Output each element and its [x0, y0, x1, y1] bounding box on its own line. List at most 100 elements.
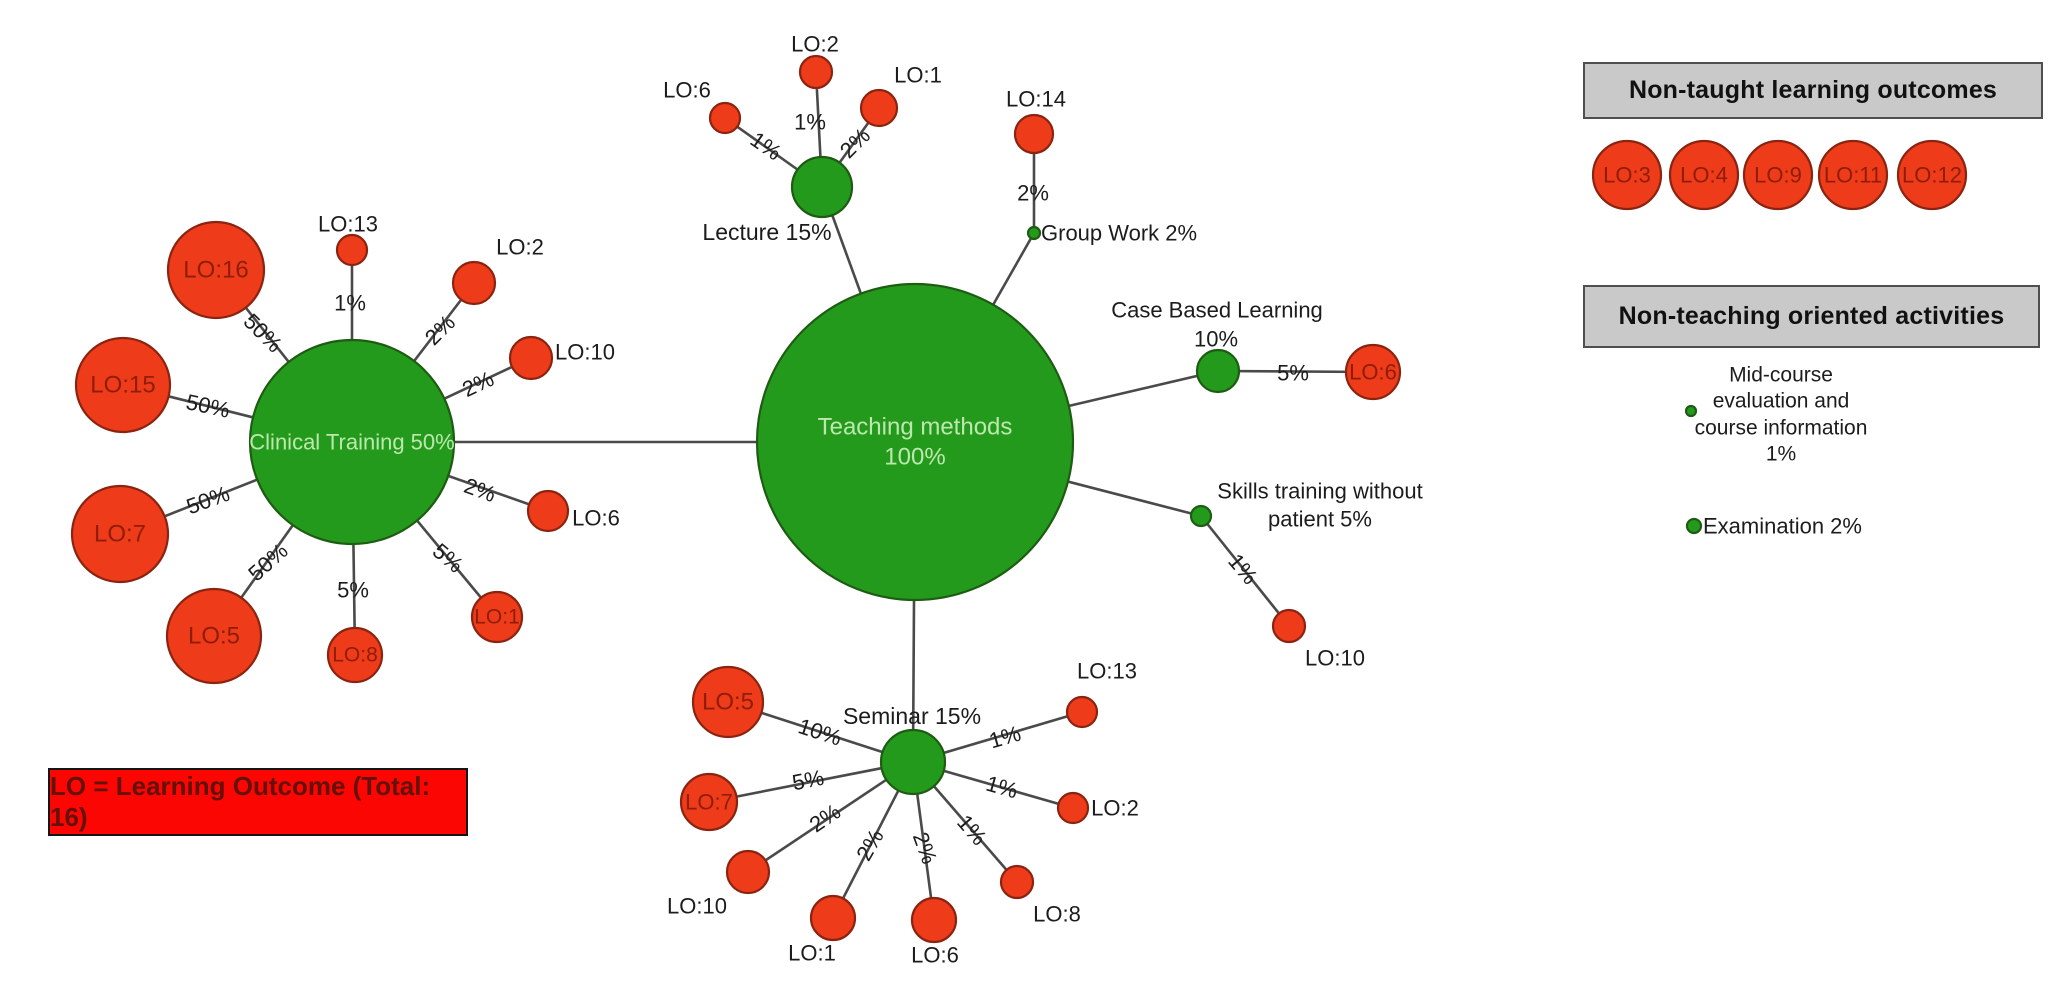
diagram-label: LO:6 — [663, 78, 711, 103]
diagram-label: 50% — [183, 481, 233, 520]
diagram-label: 1% — [1766, 443, 1796, 466]
node-label-clinical: Clinical Training 50% — [249, 430, 454, 455]
lo-node-le1 — [859, 88, 899, 128]
lo-node-c5 — [165, 587, 263, 685]
lo-node-s1 — [809, 894, 857, 942]
lo-node-p12 — [1896, 139, 1968, 211]
lo-node-c15 — [74, 336, 172, 434]
node-label-c7: LO:7 — [94, 521, 146, 548]
diagram-label: 2% — [908, 829, 942, 867]
diagram-label: LO:2 — [1091, 796, 1139, 821]
diagram-label: 1% — [1223, 549, 1263, 589]
node-label-teaching: Teaching methods — [818, 414, 1013, 441]
diagram-label: 5% — [790, 765, 826, 796]
node-label-p12: LO:12 — [1902, 163, 1962, 188]
node-label-p4: LO:4 — [1680, 163, 1728, 188]
lo-node-s5 — [691, 665, 765, 739]
lo-node-s13 — [1065, 695, 1099, 729]
diagram-label: LO:8 — [1033, 902, 1081, 927]
lo-node-p3 — [1591, 139, 1663, 211]
node-label-p3: LO:3 — [1603, 163, 1651, 188]
lo-abbreviation-note-text: LO = Learning Outcome (Total: 16) — [50, 771, 431, 832]
lo-node-c13 — [335, 233, 369, 267]
lo-node-c10 — [508, 335, 554, 381]
node-label-c15: LO:15 — [90, 372, 155, 399]
lo-node-s7 — [679, 772, 739, 832]
diagram-label: 1% — [334, 291, 366, 316]
diagram-label: 2% — [458, 366, 497, 402]
non-teaching-activities-panel-header: Non-teaching oriented activities — [1583, 285, 2040, 348]
lo-node-p9 — [1742, 139, 1814, 211]
diagram-label: 50% — [184, 389, 232, 423]
node-label-c5: LO:5 — [188, 623, 240, 650]
lo-node-c1 — [470, 590, 524, 644]
diagram-label: course information — [1695, 417, 1868, 440]
diagram-label: LO:10 — [667, 894, 727, 919]
diagram-label: 2% — [851, 825, 889, 865]
diagram-label: patient 5% — [1268, 507, 1372, 532]
lo-node-p11 — [1817, 139, 1889, 211]
lo-node-p4 — [1668, 139, 1740, 211]
diagram-label: 1% — [986, 721, 1023, 754]
diagram-label: 50% — [243, 538, 292, 586]
activity-node-clinical — [248, 338, 456, 546]
activity-node-middot — [1684, 404, 1698, 418]
node-label-p11: LO:11 — [1824, 163, 1882, 188]
diagram-label: Case Based Learning — [1111, 298, 1323, 323]
node-label-c1: LO:1 — [474, 606, 520, 629]
non-taught-outcomes-panel-header: Non-taught learning outcomes — [1583, 62, 2043, 119]
lo-abbreviation-note: LO = Learning Outcome (Total: 16) — [48, 768, 468, 836]
lo-node-le2 — [798, 54, 834, 90]
diagram-label: 2% — [835, 123, 875, 163]
node-label-s7: LO:7 — [685, 790, 733, 815]
node-label-s5: LO:5 — [702, 689, 754, 716]
activity-node-skills — [1189, 504, 1213, 528]
lo-node-g14 — [1013, 113, 1055, 155]
lo-node-s10 — [725, 849, 771, 895]
lo-node-le6 — [708, 101, 742, 135]
diagram-label: 5% — [337, 578, 369, 603]
non-taught-outcomes-title: Non-taught learning outcomes — [1628, 76, 1998, 104]
diagram-label: 1% — [983, 771, 1020, 804]
non-teaching-activities-title: Non-teaching oriented activities — [1618, 302, 2005, 330]
diagram-label: 5% — [1277, 361, 1309, 386]
diagram-label: 10% — [1194, 327, 1238, 352]
activity-node-lecture — [790, 155, 854, 219]
diagram-label: Skills training without — [1217, 479, 1422, 504]
lo-node-s6 — [910, 896, 958, 944]
lo-node-c7 — [70, 484, 170, 584]
diagram-label: 10% — [795, 713, 845, 750]
diagram-label: LO:10 — [555, 340, 615, 365]
diagram-label: 1% — [794, 110, 826, 135]
diagram-label: LO:6 — [572, 506, 620, 531]
activity-node-groupwork — [1026, 225, 1042, 241]
diagram-label: 1% — [746, 127, 786, 166]
diagram-label: LO:2 — [496, 235, 544, 260]
node-label-p9: LO:9 — [1754, 163, 1802, 188]
diagram-label: 2% — [1017, 181, 1049, 206]
node-label-c8: LO:8 — [332, 644, 378, 667]
diagram-label: Mid-course — [1729, 364, 1833, 387]
activity-node-cbl — [1195, 348, 1241, 394]
edge-seminar-s7 — [708, 760, 914, 804]
lo-node-s8 — [999, 864, 1035, 900]
node-label-cb6: LO:6 — [1349, 360, 1397, 385]
diagram-label: LO:10 — [1305, 646, 1365, 671]
node-label-teaching: 100% — [884, 444, 945, 471]
diagram-label: Group Work 2% — [1041, 221, 1197, 246]
diagram-label: 5% — [428, 538, 468, 578]
lo-node-cb6 — [1344, 343, 1402, 401]
lo-node-c6 — [526, 489, 570, 533]
diagram-label: LO:1 — [894, 63, 942, 88]
diagram-label: LO:6 — [911, 943, 959, 968]
lo-node-s2 — [1056, 791, 1090, 825]
edge-skills-sk10 — [1199, 515, 1291, 627]
diagram-label: LO:1 — [788, 941, 836, 966]
lo-node-c16 — [166, 220, 266, 320]
diagram-label: evaluation and — [1713, 390, 1850, 413]
lo-node-sk10 — [1271, 608, 1307, 644]
diagram-label: LO:13 — [1077, 659, 1137, 684]
diagram-label: 2% — [461, 473, 499, 507]
